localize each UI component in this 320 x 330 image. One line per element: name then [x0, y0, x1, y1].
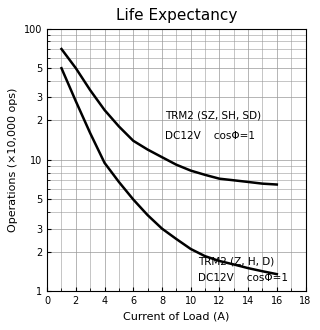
- Text: TRM2 (SZ, SH, SD): TRM2 (SZ, SH, SD): [165, 111, 261, 120]
- Y-axis label: Operations (×10,000 ops): Operations (×10,000 ops): [8, 88, 18, 232]
- Text: DC12V    cosΦ=1: DC12V cosΦ=1: [165, 131, 255, 141]
- X-axis label: Current of Load (A): Current of Load (A): [123, 312, 229, 322]
- Text: TRM2 (Z, H, D): TRM2 (Z, H, D): [198, 256, 274, 266]
- Title: Life Expectancy: Life Expectancy: [116, 8, 237, 23]
- Text: DC12V    cosΦ=1: DC12V cosΦ=1: [198, 273, 288, 283]
